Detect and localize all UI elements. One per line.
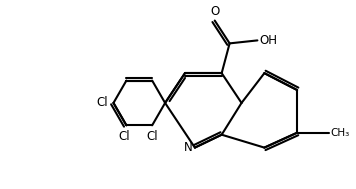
Text: OH: OH — [259, 34, 277, 47]
Text: Cl: Cl — [146, 130, 158, 143]
Text: Cl: Cl — [96, 96, 108, 109]
Text: O: O — [210, 5, 219, 18]
Text: N: N — [184, 141, 192, 154]
Text: CH₃: CH₃ — [330, 128, 350, 138]
Text: Cl: Cl — [118, 130, 130, 143]
